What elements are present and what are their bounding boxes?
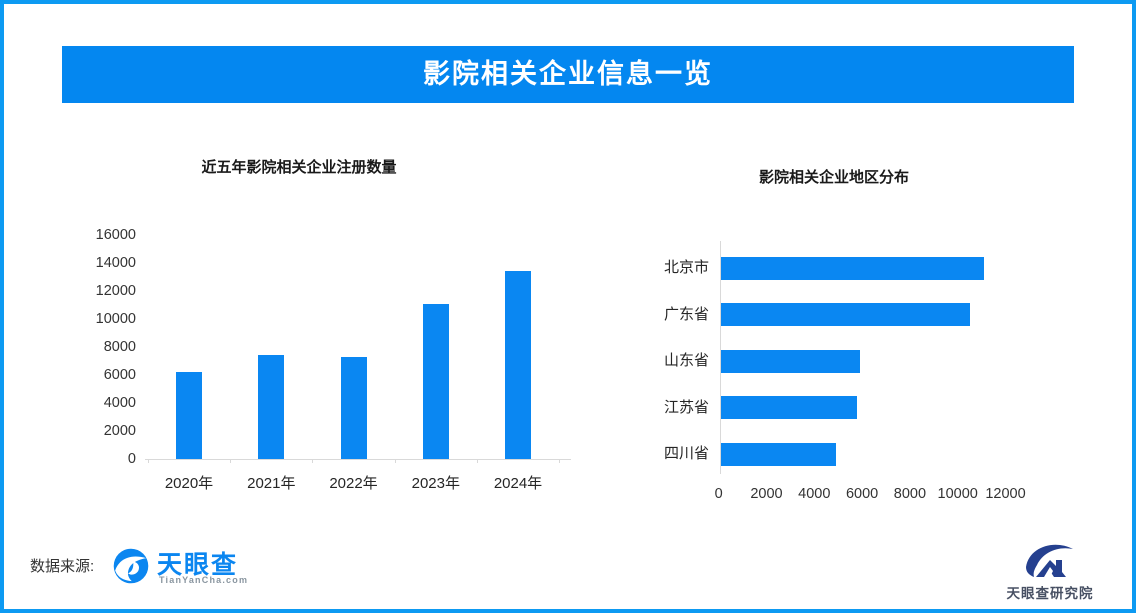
x-tick-label: 6000 <box>845 486 879 502</box>
x-category-label: 2024年 <box>493 475 543 492</box>
x-category-label: 2023年 <box>411 475 460 492</box>
y-tick-label: 14000 <box>95 255 136 271</box>
left-chart-title: 近五年影院相关企业注册数量 <box>201 159 397 176</box>
x-tick-label: 4000 <box>798 486 831 502</box>
y-category-label: 四川省 <box>663 445 709 462</box>
data-source-label: 数据来源: <box>30 558 95 575</box>
tianyancha-wordmark: 天眼查 <box>157 551 239 579</box>
x-axis-tick <box>312 459 314 463</box>
x-tick-label: 2000 <box>750 486 783 502</box>
y-tick-label: 4000 <box>103 395 136 411</box>
x-axis-tick <box>230 459 232 463</box>
x-axis-line <box>145 459 571 460</box>
bar-江苏省 <box>721 396 857 419</box>
right-chart-title: 影院相关企业地区分布 <box>758 169 909 186</box>
bar-2021年 <box>258 355 285 459</box>
x-axis-tick <box>559 459 560 463</box>
bar-山东省 <box>721 349 860 373</box>
x-category-label: 2020年 <box>164 475 214 492</box>
y-tick-label: 0 <box>127 451 136 467</box>
x-axis-tick <box>476 459 478 463</box>
bar-2022年 <box>340 357 367 459</box>
bar-2023年 <box>422 304 449 459</box>
tianyancha-eye-icon <box>113 548 149 584</box>
page-title: 影院相关企业信息一览 <box>62 46 1074 103</box>
x-category-label: 2021年 <box>247 475 296 492</box>
tianyancha-logo: 天眼查 TianYanCha.com <box>113 545 247 593</box>
y-tick-label: 16000 <box>95 227 136 243</box>
y-tick-label: 8000 <box>103 339 136 355</box>
y-axis-line <box>720 241 721 474</box>
y-category-label: 广东省 <box>663 305 709 323</box>
bar-2024年 <box>505 271 531 459</box>
bar-四川省 <box>721 442 836 466</box>
x-axis-tick <box>394 459 396 463</box>
x-tick-label: 0 <box>714 486 723 502</box>
x-tick-label: 10000 <box>937 486 978 502</box>
y-category-label: 北京市 <box>663 259 709 276</box>
tianyancha-domain: TianYanCha.com <box>159 575 249 585</box>
bar-北京市 <box>721 256 984 280</box>
x-category-label: 2022年 <box>329 475 378 492</box>
x-tick-label: 8000 <box>893 486 927 502</box>
bar-2020年 <box>176 372 202 459</box>
y-tick-label: 10000 <box>95 311 136 327</box>
bar-广东省 <box>721 303 970 326</box>
x-tick-label: 12000 <box>985 486 1026 502</box>
y-category-label: 山东省 <box>663 352 709 369</box>
research-institute-icon <box>1026 544 1073 577</box>
y-tick-label: 12000 <box>95 283 136 299</box>
y-tick-label: 6000 <box>103 367 136 383</box>
y-category-label: 江苏省 <box>663 398 709 416</box>
research-institute-wordmark: 天眼查研究院 <box>1006 586 1094 601</box>
x-axis-tick <box>148 459 149 463</box>
research-institute-logo: 天眼查研究院 <box>995 538 1105 602</box>
y-tick-label: 2000 <box>103 423 136 439</box>
